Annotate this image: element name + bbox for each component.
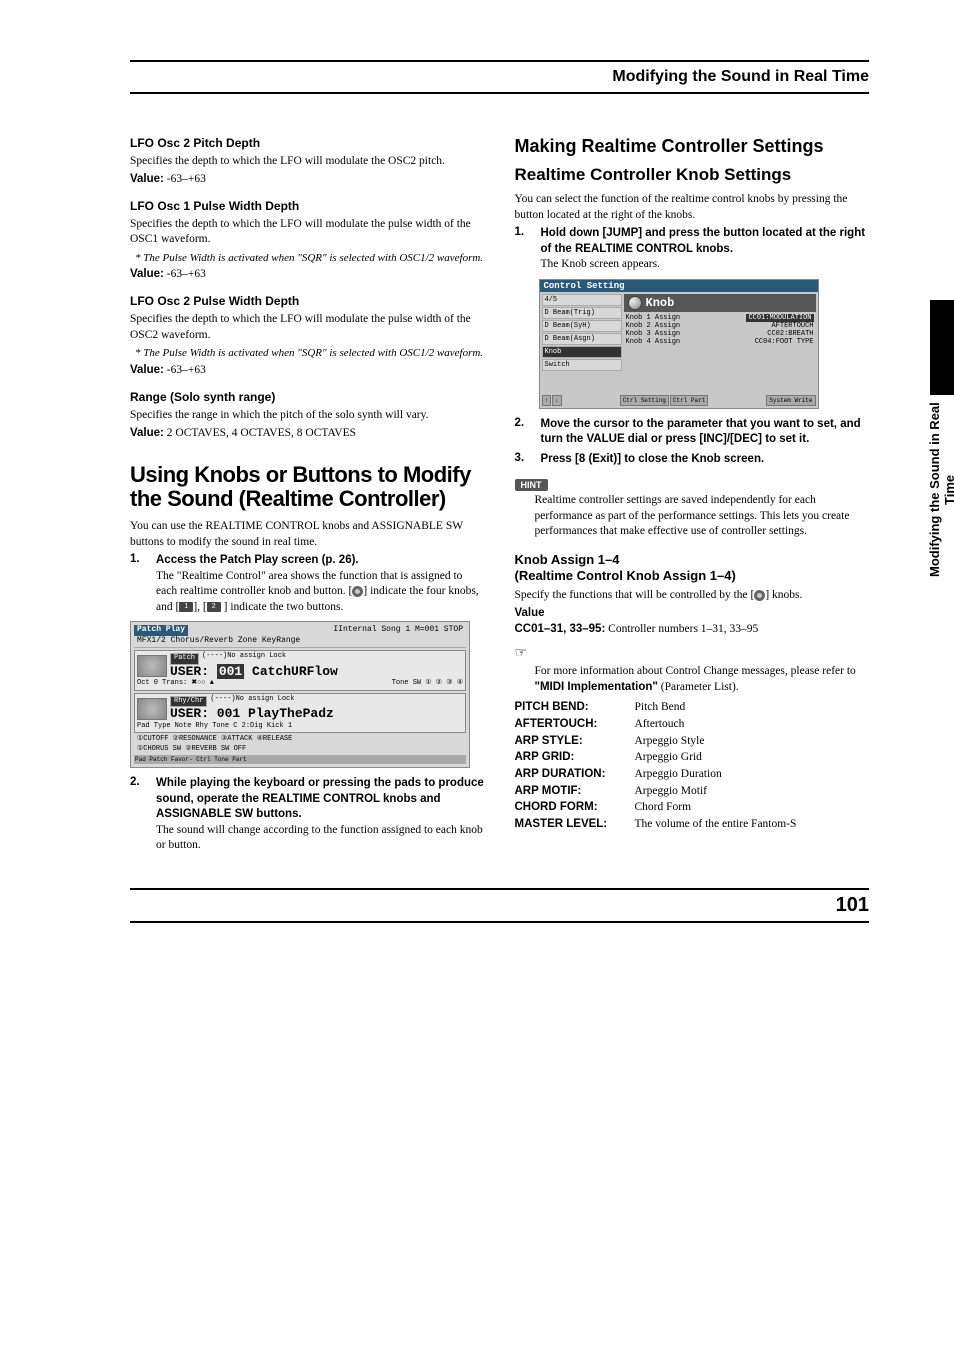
knob-sidebar: 4/5 D Beam(Trig) D Beam(SyH) D Beam(Asgn… — [542, 294, 622, 391]
left-column: LFO Osc 2 Pitch Depth Specifies the dept… — [130, 122, 485, 858]
step-instruction: While playing the keyboard or pressing t… — [156, 776, 485, 823]
step-instruction: Hold down [JUMP] and press the button lo… — [541, 226, 870, 257]
section-heading-knobs: Using Knobs or Buttons to Modify the Sou… — [130, 463, 485, 511]
param-row: CHORD FORM:Chord Form — [515, 799, 870, 816]
heading-lfo-osc2-pw: LFO Osc 2 Pulse Width Depth — [130, 294, 485, 308]
value-line: Value: -63–+63 — [130, 268, 485, 280]
heading-knob-assign: Knob Assign 1–4(Realtime Control Knob As… — [515, 552, 870, 583]
value-line: Value: -63–+63 — [130, 364, 485, 376]
step-1: 1. Hold down [JUMP] and press the button… — [515, 226, 870, 273]
step-instruction: Move the cursor to the parameter that yo… — [541, 417, 870, 448]
step-2: 2. Move the cursor to the parameter that… — [515, 417, 870, 448]
step-detail: The Knob screen appears. — [541, 257, 870, 273]
parameter-table: PITCH BEND:Pitch Bend AFTERTOUCH:Afterto… — [515, 699, 870, 832]
param-row: ARP GRID:Arpeggio Grid — [515, 749, 870, 766]
step-number: 1. — [515, 226, 531, 273]
page-footer: 101 — [130, 888, 869, 923]
step-3: 3. Press [8 (Exit)] to close the Knob sc… — [515, 452, 870, 468]
page-header-title: Modifying the Sound in Real Time — [612, 68, 869, 85]
footnote: * The Pulse Width is activated when "SQR… — [130, 346, 485, 361]
para: Specifies the depth to which the LFO wil… — [130, 154, 485, 170]
page-number: 101 — [836, 894, 869, 916]
para: Specifies the depth to which the LFO wil… — [130, 312, 485, 343]
heading-lfo-osc1-pw: LFO Osc 1 Pulse Width Depth — [130, 199, 485, 213]
para: Specify the functions that will be contr… — [515, 588, 870, 604]
step-detail: The sound will change according to the f… — [156, 823, 485, 854]
step-detail: The "Realtime Control" area shows the fu… — [156, 569, 485, 616]
button-1-icon: 1 — [179, 602, 193, 612]
patch-play-screenshot: Patch PlayIInternal Song 1 M=001 STOP MF… — [130, 621, 470, 768]
knob-icon — [352, 586, 363, 597]
subsection-heading-knob-settings: Realtime Controller Knob Settings — [515, 165, 870, 185]
cc-line: CC01–31, 33–95: Controller numbers 1–31,… — [515, 622, 870, 638]
para: You can select the function of the realt… — [515, 192, 870, 223]
knob-control-screenshot: Control Setting 4/5 D Beam(Trig) D Beam(… — [539, 279, 819, 409]
param-row: ARP MOTIF:Arpeggio Motif — [515, 783, 870, 800]
step-instruction: Press [8 (Exit)] to close the Knob scree… — [541, 452, 870, 468]
param-row: ARP STYLE:Arpeggio Style — [515, 733, 870, 750]
note-text: For more information about Control Chang… — [535, 664, 870, 695]
value-line: Value: 2 OCTAVES, 4 OCTAVES, 8 OCTAVES — [130, 427, 485, 439]
value-line: Value: -63–+63 — [130, 173, 485, 185]
step-number: 2. — [515, 417, 531, 448]
step-number: 2. — [130, 776, 146, 854]
right-column: Making Realtime Controller Settings Real… — [515, 122, 870, 858]
para: You can use the REALTIME CONTROL knobs a… — [130, 519, 485, 550]
knob-icon — [754, 590, 765, 601]
step-instruction: Access the Patch Play screen (p. 26). — [156, 553, 485, 569]
hint-text: Realtime controller settings are saved i… — [535, 493, 870, 540]
param-row: AFTERTOUCH:Aftertouch — [515, 716, 870, 733]
step-2: 2. While playing the keyboard or pressin… — [130, 776, 485, 854]
heading-lfo-osc2-pitch: LFO Osc 2 Pitch Depth — [130, 136, 485, 150]
param-row: MASTER LEVEL:The volume of the entire Fa… — [515, 816, 870, 833]
hint-tag: HINT — [515, 479, 548, 491]
note-icon: ☞ — [515, 645, 870, 662]
section-heading-realtime-settings: Making Realtime Controller Settings — [515, 136, 870, 157]
para: Specifies the range in which the pitch o… — [130, 408, 485, 424]
step-number: 3. — [515, 452, 531, 468]
step-number: 1. — [130, 553, 146, 615]
value-heading: Value — [515, 607, 870, 619]
footnote: * The Pulse Width is activated when "SQR… — [130, 251, 485, 266]
para: Specifies the depth to which the LFO wil… — [130, 217, 485, 248]
heading-range: Range (Solo synth range) — [130, 390, 485, 404]
page-header: Modifying the Sound in Real Time — [130, 60, 869, 94]
step-1: 1. Access the Patch Play screen (p. 26).… — [130, 553, 485, 615]
button-2-icon: 2 — [207, 602, 221, 612]
param-row: ARP DURATION:Arpeggio Duration — [515, 766, 870, 783]
param-row: PITCH BEND:Pitch Bend — [515, 699, 870, 716]
